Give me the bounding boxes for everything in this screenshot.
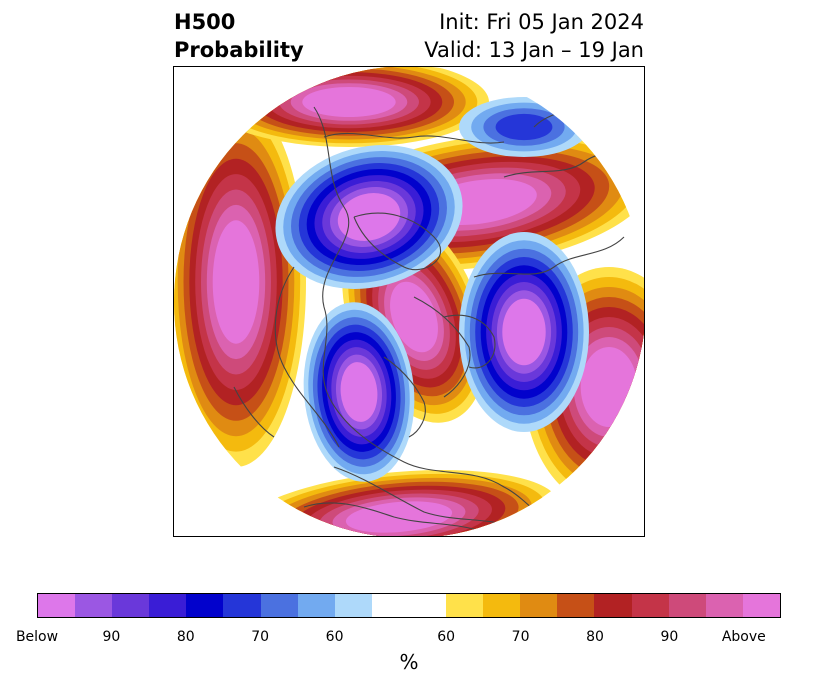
probability-map <box>173 66 645 537</box>
colorbar-segment <box>186 594 224 617</box>
colorbar-tick-label: 70 <box>511 629 530 645</box>
colorbar-segment <box>631 594 669 617</box>
title-field: Probability <box>174 38 304 62</box>
colorbar-segment <box>38 594 76 617</box>
colorbar-segment <box>742 594 780 617</box>
colorbar-segment <box>75 594 113 617</box>
colorbar-segment <box>223 594 261 617</box>
colorbar-segment <box>371 594 447 617</box>
below-center-arctic-strip <box>459 97 589 157</box>
init-date: Init: Fri 05 Jan 2024 <box>439 10 644 34</box>
colorbar-tick-label: Above <box>721 629 766 645</box>
colorbar-tick-label: Below <box>15 629 59 645</box>
colorbar-segment <box>446 594 484 617</box>
plot-title-left: H500 Probability <box>174 8 304 64</box>
colorbar-segment <box>705 594 743 617</box>
colorbar-tick-label: 80 <box>586 629 604 645</box>
valid-range: Valid: 13 Jan – 19 Jan <box>424 38 644 62</box>
colorbar-segment <box>149 594 187 617</box>
below-center-europe <box>459 232 589 432</box>
colorbar-segment <box>334 594 372 617</box>
colorbar <box>37 593 781 618</box>
above-center-north-pacific <box>174 97 306 467</box>
below-center-siberia <box>275 145 463 289</box>
colorbar-unit: % <box>399 650 419 674</box>
map-svg <box>174 67 644 536</box>
colorbar-tick-label: 90 <box>660 629 679 645</box>
below-center-canada <box>303 302 415 482</box>
colorbar-segment <box>112 594 150 617</box>
colorbar-segment <box>260 594 298 617</box>
colorbar-tick-label: 60 <box>437 629 456 645</box>
colorbar-tick-label: 90 <box>102 629 121 645</box>
plot-title-right: Init: Fri 05 Jan 2024 Valid: 13 Jan – 19… <box>424 8 644 64</box>
colorbar-tick-label: 70 <box>251 629 270 645</box>
hemisphere-disc <box>174 67 644 536</box>
colorbar-segment <box>594 594 632 617</box>
colorbar-segment <box>668 594 706 617</box>
colorbar-tick-label: 60 <box>325 629 344 645</box>
colorbar-tick-label: 80 <box>176 629 195 645</box>
title-variable: H500 <box>174 10 236 34</box>
colorbar-segment <box>557 594 595 617</box>
colorbar-segment <box>520 594 558 617</box>
colorbar-segment <box>297 594 335 617</box>
colorbar-segment <box>483 594 521 617</box>
